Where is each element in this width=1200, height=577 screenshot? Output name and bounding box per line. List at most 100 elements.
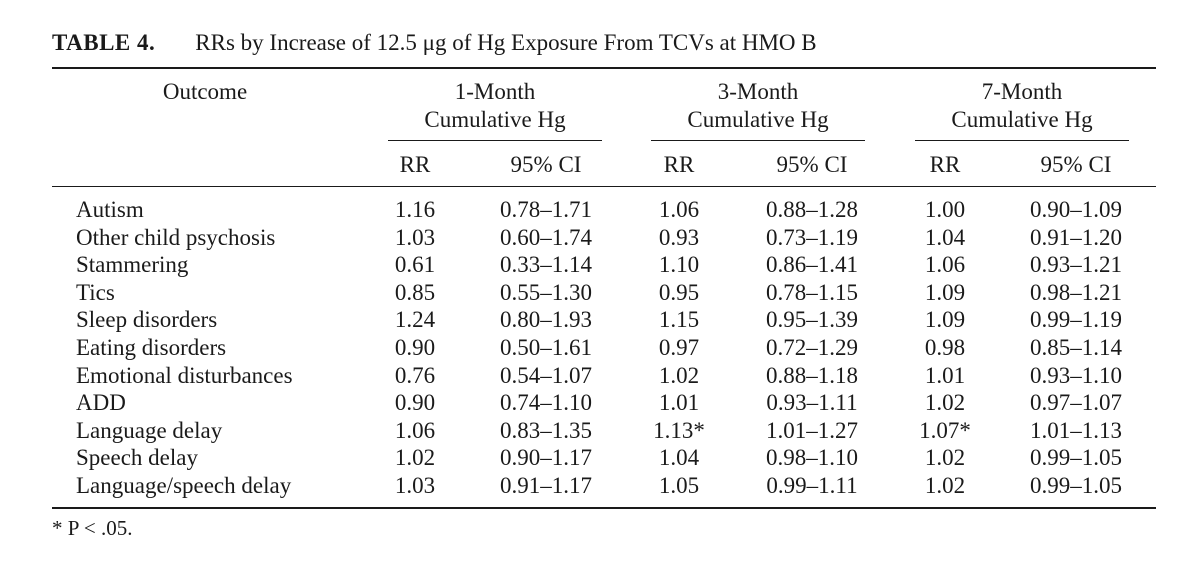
cell-m7-rr: 1.00 xyxy=(924,197,966,222)
header-group-line2: Cumulative Hg xyxy=(687,107,829,132)
cell-m3-ci: 0.88–1.18 xyxy=(766,362,858,388)
cell-m3-rr: 1.04 xyxy=(658,445,700,471)
top-rule xyxy=(52,67,1156,69)
cell-m3-rr: 0.93 xyxy=(658,224,700,250)
header-group-line1: 7-Month xyxy=(981,79,1063,104)
cell-m1-rr: 0.76 xyxy=(394,362,436,388)
cell-m3-rr: 1.02 xyxy=(658,362,700,388)
cell-m1-rr: 0.61 xyxy=(394,252,436,278)
cell-m7-rr: 1.04 xyxy=(924,224,966,250)
cell-m3-rr: 1.15 xyxy=(658,307,700,333)
cell-m3-rr: 1.01 xyxy=(658,390,700,416)
group-rule-3-month xyxy=(651,140,865,141)
cell-m3-rr: 1.10 xyxy=(658,252,700,278)
cell-m7-ci: 0.99–1.19 xyxy=(1030,307,1122,333)
cell-m7-ci: 0.85–1.14 xyxy=(1030,335,1122,360)
cell-m3-rr: 1.05 xyxy=(658,473,700,498)
table-title: TABLE 4. RRs by Increase of 12.5 μg of Hg… xyxy=(52,30,817,56)
cell-m1-ci: 0.91–1.17 xyxy=(500,473,592,498)
cell-m3-rr: 0.95 xyxy=(658,279,700,305)
cell-m7-rr: 1.09 xyxy=(924,279,966,305)
cell-m1-ci: 0.80–1.93 xyxy=(500,307,592,333)
cell-m1-ci: 0.50–1.61 xyxy=(500,335,592,360)
bottom-rule xyxy=(52,507,1156,509)
cell-m7-rr: 0.98 xyxy=(924,335,966,360)
subheader-ci: 95% CI xyxy=(776,152,848,177)
cell-m3-ci: 0.99–1.11 xyxy=(766,473,858,498)
header-group-line1: 1-Month xyxy=(454,79,536,104)
cell-m7-ci: 0.97–1.07 xyxy=(1030,390,1122,416)
subheader-rr: RR xyxy=(663,152,695,177)
table-caption: RRs by Increase of 12.5 μg of Hg Exposur… xyxy=(195,30,817,55)
subheader-rr: RR xyxy=(399,152,431,177)
cell-m7-ci: 0.91–1.20 xyxy=(1030,224,1122,250)
cell-m7-rr: 1.02 xyxy=(924,445,966,471)
cell-m1-rr: 1.16 xyxy=(394,197,436,222)
cell-m3-ci: 1.01–1.27 xyxy=(766,417,858,443)
cell-m1-ci: 0.74–1.10 xyxy=(500,390,592,416)
table-row: Language delay 1.06 0.83–1.35 1.13* 1.01–1.2… xyxy=(0,418,1200,446)
cell-m3-ci: 0.73–1.19 xyxy=(766,224,858,250)
cell-m1-ci: 0.78–1.71 xyxy=(500,197,592,222)
cell-m7-rr: 1.06 xyxy=(924,252,966,278)
cell-m1-rr: 0.85 xyxy=(394,279,436,305)
cell-m7-ci: 0.99–1.05 xyxy=(1030,445,1122,471)
cell-m1-rr: 1.02 xyxy=(394,445,436,471)
cell-m7-ci: 0.93–1.10 xyxy=(1030,362,1122,388)
table-row: Autism 1.16 0.78–1.71 1.06 0.88–1.28 1.00 0.90… xyxy=(0,197,1200,225)
table-row: Stammering 0.61 0.33–1.14 1.10 0.86–1.41 1.06… xyxy=(0,252,1200,280)
cell-outcome: Other child psychosis xyxy=(76,224,276,250)
table-label: TABLE 4. xyxy=(52,30,156,55)
cell-outcome: Speech delay xyxy=(76,445,198,471)
table-row: Emotional disturbances 0.76 0.54–1.07 1.02 0… xyxy=(0,363,1200,391)
cell-m3-ci: 0.93–1.11 xyxy=(766,390,858,416)
cell-m7-ci: 0.90–1.09 xyxy=(1030,197,1122,222)
cell-m3-rr: 1.13* xyxy=(653,417,705,443)
group-rule-1-month xyxy=(388,140,602,141)
table-row: Sleep disorders 1.24 0.80–1.93 1.15 0.95–1.3… xyxy=(0,307,1200,335)
cell-m1-ci: 0.54–1.07 xyxy=(500,362,592,388)
cell-outcome: Autism xyxy=(76,197,144,222)
cell-m1-rr: 0.90 xyxy=(394,390,436,416)
header-group-1-month: 1-Month Cumulative Hg xyxy=(385,78,605,134)
header-group-3-month: 3-Month Cumulative Hg xyxy=(648,78,868,134)
header-group-line1: 3-Month xyxy=(717,79,799,104)
cell-m1-rr: 1.06 xyxy=(394,417,436,443)
cell-m1-ci: 0.60–1.74 xyxy=(500,224,592,250)
header-outcome: Outcome xyxy=(162,79,248,104)
cell-m1-rr: 1.03 xyxy=(394,473,436,498)
subheader-ci: 95% CI xyxy=(1040,152,1112,177)
table-row: ADD 0.90 0.74–1.10 1.01 0.93–1.11 1.02 0.97–1.… xyxy=(0,390,1200,418)
subheader-rr: RR xyxy=(929,152,961,177)
cell-m1-rr: 1.24 xyxy=(394,307,436,333)
cell-outcome: Tics xyxy=(76,279,115,305)
cell-m7-ci: 1.01–1.13 xyxy=(1030,417,1122,443)
header-group-line2: Cumulative Hg xyxy=(424,107,566,132)
cell-m7-rr: 1.02 xyxy=(924,390,966,416)
cell-m1-rr: 0.90 xyxy=(394,335,436,360)
table-row: Tics 0.85 0.55–1.30 0.95 0.78–1.15 1.09 0.98–1… xyxy=(0,280,1200,308)
table-row: Language/speech delay 1.03 0.91–1.17 1.05 0.… xyxy=(0,473,1200,501)
table-row: Other child psychosis 1.03 0.60–1.74 0.93 0.… xyxy=(0,225,1200,253)
cell-m7-rr: 1.01 xyxy=(924,362,966,388)
cell-m3-rr: 1.06 xyxy=(658,197,700,222)
cell-m1-ci: 0.33–1.14 xyxy=(500,252,592,278)
cell-m3-ci: 0.88–1.28 xyxy=(766,197,858,222)
header-rule xyxy=(52,186,1156,187)
cell-m7-rr: 1.07* xyxy=(919,417,971,443)
cell-m1-ci: 0.83–1.35 xyxy=(500,417,592,443)
cell-m7-ci: 0.93–1.21 xyxy=(1030,252,1122,278)
cell-m7-rr: 1.09 xyxy=(924,307,966,333)
cell-outcome: Stammering xyxy=(76,252,189,278)
table-row: Speech delay 1.02 0.90–1.17 1.04 0.98–1.10 1.… xyxy=(0,445,1200,473)
cell-m3-ci: 0.98–1.10 xyxy=(766,445,858,471)
cell-outcome: ADD xyxy=(76,390,126,416)
header-group-line2: Cumulative Hg xyxy=(951,107,1093,132)
cell-outcome: Language/speech delay xyxy=(76,473,292,498)
cell-m1-ci: 0.55–1.30 xyxy=(500,279,592,305)
header-group-7-month: 7-Month Cumulative Hg xyxy=(912,78,1132,134)
cell-m3-ci: 0.78–1.15 xyxy=(766,279,858,305)
cell-m3-rr: 0.97 xyxy=(658,335,700,360)
subheader-ci: 95% CI xyxy=(510,152,582,177)
cell-outcome: Emotional disturbances xyxy=(76,362,293,388)
